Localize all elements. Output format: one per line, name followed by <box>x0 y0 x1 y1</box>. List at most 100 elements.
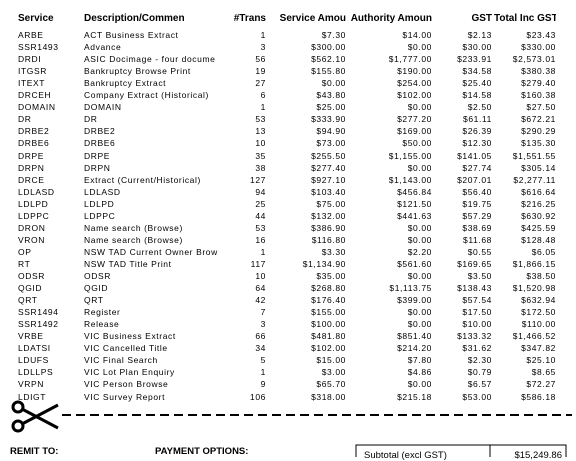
service-cell: LDPPC <box>18 210 50 221</box>
service-cell: DRPN <box>18 162 45 173</box>
total-cell: $1,466.52 <box>512 331 556 342</box>
description-cell: ODSR <box>84 271 111 281</box>
description-cell: DRBE2 <box>84 126 116 137</box>
description-cell: Release <box>84 319 120 330</box>
service-cell: DRPE <box>18 150 45 161</box>
service-cell: VRON <box>18 234 45 245</box>
authority-amount-cell: $190.00 <box>397 66 432 77</box>
trans-cell: 34 <box>255 343 266 354</box>
service-amount-cell: $300.00 <box>311 42 346 53</box>
service-cell: LDLPD <box>18 198 49 209</box>
authority-amount-cell: $0.00 <box>407 222 432 233</box>
total-cell: $128.48 <box>521 234 556 245</box>
trans-cell: 42 <box>255 295 266 306</box>
total-cell: $1,520.98 <box>512 283 556 294</box>
service-amount-cell: $481.80 <box>311 331 346 342</box>
trans-cell: 10 <box>255 138 266 149</box>
trans-cell: 10 <box>255 271 266 281</box>
service-cell: DRCE <box>18 174 45 185</box>
trans-cell: 19 <box>255 66 266 77</box>
trans-cell: 64 <box>255 283 266 294</box>
service-cell: LDLLPS <box>18 367 54 378</box>
service-cell: DRBE2 <box>18 126 50 137</box>
total-cell: $330.00 <box>521 42 556 53</box>
gst-cell: $6.57 <box>467 379 492 390</box>
gst-cell: $19.75 <box>462 198 492 209</box>
service-amount-cell: $155.80 <box>311 66 346 77</box>
description-cell: NSW TAD Title Print <box>84 258 172 269</box>
authority-amount-cell: $0.00 <box>407 271 432 281</box>
authority-amount-cell: $0.00 <box>407 234 432 245</box>
total-cell: $135.30 <box>521 138 556 149</box>
description-cell: VIC Person Browse <box>84 379 169 390</box>
service-cell: ITEXT <box>18 78 46 89</box>
total-cell: $380.38 <box>521 66 556 77</box>
header-total: Total Inc GST <box>494 13 556 24</box>
total-cell: $2,573.01 <box>512 54 556 65</box>
total-cell: $160.38 <box>521 90 556 101</box>
service-cell: LDLASD <box>18 186 55 197</box>
service-cell: OP <box>18 246 32 257</box>
authority-amount-cell: $169.00 <box>397 126 432 137</box>
subtotal-value: $15,249.86 <box>514 450 562 461</box>
payment-options: PAYMENT OPTIONS: <box>155 446 249 457</box>
service-cell: QRT <box>18 295 38 306</box>
gst-cell: $10.00 <box>462 319 492 330</box>
trans-cell: 3 <box>260 319 266 330</box>
authority-amount-cell: $0.00 <box>407 319 432 330</box>
total-cell: $1,866.15 <box>512 258 556 269</box>
header-trans: #Trans <box>233 13 266 24</box>
service-cell: ARBE <box>18 30 44 40</box>
authority-amount-cell: $2.20 <box>407 246 432 257</box>
service-amount-cell: $73.00 <box>316 138 346 149</box>
service-amount-cell: $43.80 <box>316 90 346 101</box>
trans-cell: 7 <box>260 307 266 318</box>
service-cell: LDIGT <box>18 391 47 402</box>
authority-amount-cell: $102.00 <box>397 90 432 101</box>
gst-cell: $133.32 <box>457 331 492 342</box>
service-amount-cell: $65.70 <box>316 379 346 390</box>
total-cell: $1,551.55 <box>512 150 556 161</box>
trans-cell: 106 <box>250 391 266 402</box>
authority-amount-cell: $1,777.00 <box>388 54 432 65</box>
service-cell: DRBE6 <box>18 138 50 149</box>
total-cell: $23.43 <box>526 30 556 40</box>
gst-cell: $57.54 <box>462 295 492 306</box>
total-cell: $630.92 <box>521 210 556 221</box>
authority-amount-cell: $1,155.00 <box>388 150 432 161</box>
service-amount-cell: $132.00 <box>311 210 346 221</box>
service-amount-cell: $176.40 <box>311 295 346 306</box>
gst-cell: $3.50 <box>467 271 492 281</box>
authority-amount-cell: $0.00 <box>407 162 432 173</box>
service-amount-cell: $15.00 <box>316 355 346 366</box>
service-amount-cell: $318.00 <box>311 391 346 402</box>
service-cell: ODSR <box>18 271 45 281</box>
authority-amount-cell: $0.00 <box>407 42 432 53</box>
total-cell: $27.50 <box>526 102 556 113</box>
service-cell: LDATSI <box>18 343 51 354</box>
gst-cell: $207.01 <box>457 174 492 185</box>
total-cell: $290.29 <box>521 126 556 137</box>
trans-cell: 3 <box>260 42 266 53</box>
trans-cell: 35 <box>255 150 266 161</box>
authority-amount-cell: $0.00 <box>407 307 432 318</box>
authority-amount-cell: $121.50 <box>397 198 432 209</box>
gst-cell: $0.79 <box>467 367 492 378</box>
trans-cell: 66 <box>255 331 266 342</box>
authority-amount-cell: $1,143.00 <box>388 174 432 185</box>
description-cell: VIC Lot Plan Enquiry <box>84 367 175 378</box>
description-cell: Bankruptcy Extract <box>84 78 167 89</box>
authority-amount-cell: $851.40 <box>397 331 432 342</box>
description-cell: ACT Business Extract <box>84 30 179 40</box>
service-amount-cell: $94.90 <box>316 126 346 137</box>
authority-amount-cell: $214.20 <box>397 343 432 354</box>
service-amount-cell: $386.90 <box>311 222 346 233</box>
service-cell: VRBE <box>18 331 44 342</box>
description-cell: VIC Cancelled Title <box>84 343 168 354</box>
authority-amount-cell: $277.20 <box>397 114 432 125</box>
service-amount-cell: $103.40 <box>311 186 346 197</box>
scissors-icon <box>11 400 59 433</box>
service-amount-cell: $927.10 <box>311 174 346 185</box>
trans-cell: 1 <box>260 367 266 378</box>
